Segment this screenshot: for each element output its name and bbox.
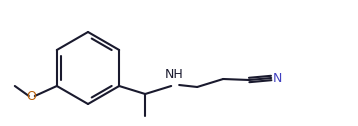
Text: N: N (272, 71, 282, 85)
Text: O: O (26, 90, 36, 103)
Text: NH: NH (165, 68, 184, 81)
